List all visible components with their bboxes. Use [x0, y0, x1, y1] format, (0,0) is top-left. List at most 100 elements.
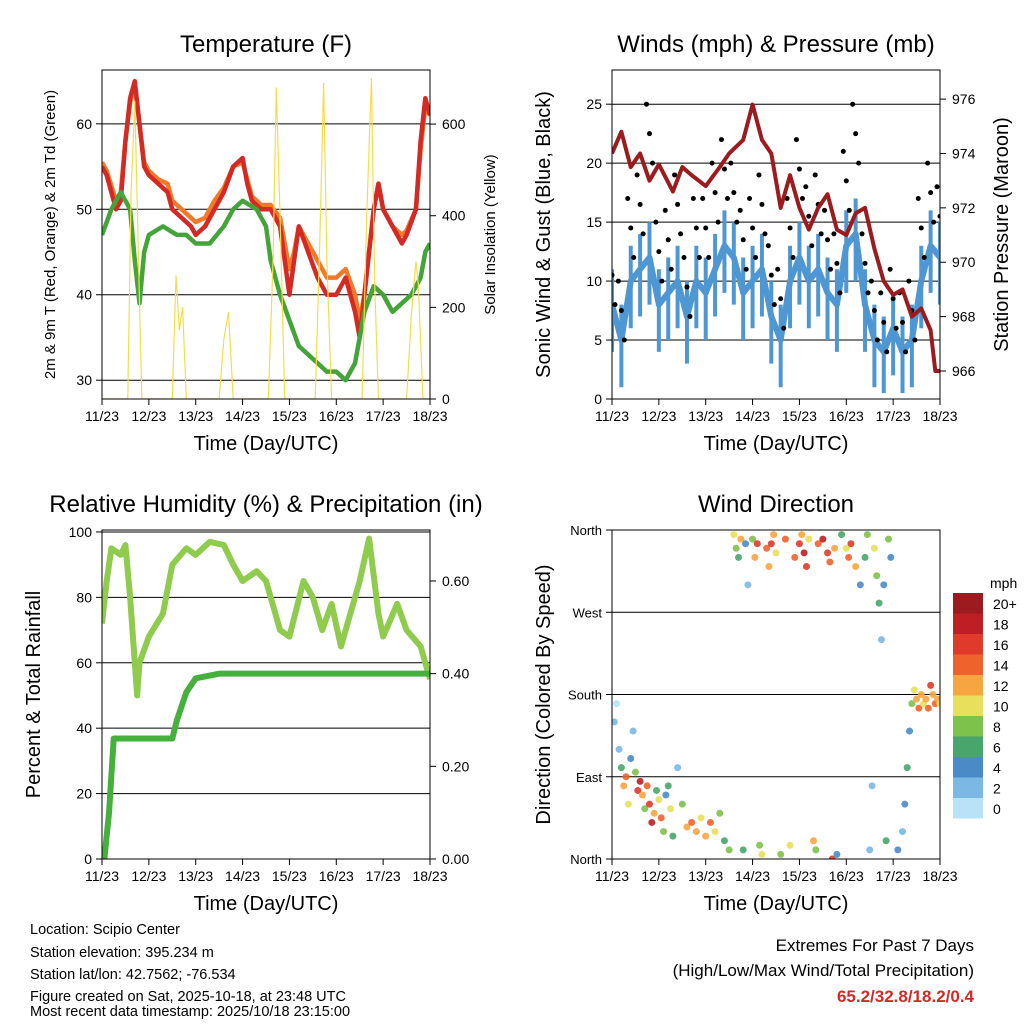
direction-point: [868, 782, 876, 790]
gust-point: [799, 196, 805, 202]
direction-point: [716, 809, 724, 817]
gust-point: [762, 231, 768, 237]
gust-point: [803, 184, 809, 190]
gust-point: [781, 325, 787, 331]
legend-swatch: [953, 593, 983, 614]
plot-frame: [101, 529, 431, 860]
gust-point: [793, 137, 799, 143]
direction-point: [863, 531, 871, 539]
direction-point: [660, 828, 668, 836]
direction-point: [624, 800, 632, 808]
direction-point: [800, 549, 808, 557]
direction-point: [936, 700, 940, 708]
gust-point: [778, 296, 784, 302]
gust-point: [831, 231, 837, 237]
y-tick-label: West: [573, 605, 603, 620]
gust-point: [737, 207, 743, 213]
direction-point: [929, 691, 937, 698]
x-tick-label: 13/23: [178, 408, 213, 424]
gust-point: [740, 237, 746, 243]
direction-point: [866, 846, 874, 854]
gust-point: [925, 160, 931, 166]
gust-point: [818, 231, 824, 237]
gust-point: [750, 225, 756, 231]
y-axis-label: 2m & 9m T (Red, Orange) & 2m Td (Green): [42, 90, 59, 379]
location-text: Location: Scipio Center: [30, 922, 180, 938]
x-tick-label: 12/23: [641, 408, 676, 424]
y-tick-label: 30: [76, 372, 92, 388]
x-tick-label: 13/23: [178, 868, 213, 884]
gust-point: [915, 196, 921, 202]
gust-point: [734, 219, 740, 225]
created-text: Figure created on Sat, 2025-10-18, at 23…: [30, 989, 346, 1005]
direction-point: [645, 800, 653, 808]
gust-point: [893, 325, 899, 331]
direction-point: [617, 764, 625, 772]
direction-point: [894, 846, 902, 854]
gust-point: [621, 337, 627, 343]
gust-point: [703, 225, 709, 231]
gust-point: [887, 266, 893, 272]
gust-point: [787, 225, 793, 231]
y-right-tick-label: 400: [442, 208, 466, 224]
y-tick-label: 5: [594, 332, 602, 348]
direction-point: [706, 818, 714, 826]
y-right-tick-label: 0.00: [442, 851, 469, 867]
gust-point: [687, 313, 693, 319]
direction-point: [667, 805, 675, 813]
gust-point: [775, 266, 781, 272]
direction-point: [924, 704, 932, 712]
gust-point: [672, 172, 678, 178]
gust-point: [724, 196, 730, 202]
y-tick-label: 100: [69, 524, 93, 540]
gust-point: [646, 131, 652, 137]
direction-point: [781, 535, 789, 543]
gust-point: [753, 254, 759, 260]
extremes-values: 65.2/32.8/18.2/0.4: [836, 987, 974, 1006]
x-tick-label: 11/23: [85, 868, 119, 884]
y-right-tick-label: 600: [442, 116, 466, 132]
direction-point: [753, 540, 761, 548]
gust-point: [696, 254, 702, 260]
gust-point: [759, 201, 765, 207]
chart-3: 0 20 40 60 80 100 0.00 0.20 0.40 0.60 11/23 12/23 13…: [23, 491, 483, 915]
direction-point: [777, 850, 785, 858]
x-tick-label: 14/23: [735, 868, 770, 884]
legend-swatch: [953, 613, 983, 634]
direction-point: [744, 581, 752, 589]
direction-point: [763, 544, 771, 552]
direction-point: [678, 800, 686, 808]
direction-point: [629, 727, 637, 735]
y-tick-label: 50: [76, 201, 92, 217]
gust-point: [812, 172, 818, 178]
direction-point: [838, 531, 846, 539]
gust-point: [634, 172, 640, 178]
direction-point: [828, 855, 836, 859]
gust-point: [678, 231, 684, 237]
y-right-tick-label: 972: [952, 200, 976, 216]
legend-swatch: [953, 798, 983, 819]
gust-point: [853, 131, 859, 137]
direction-point: [884, 535, 892, 543]
direction-point: [910, 686, 918, 694]
chart-title: Temperature (F): [180, 31, 352, 58]
legend-swatch: [953, 777, 983, 798]
x-tick-label: 13/23: [688, 868, 723, 884]
gust-point: [871, 308, 877, 314]
y-tick-label: East: [576, 770, 602, 785]
solar-insolation-line: [102, 78, 430, 399]
direction-point: [756, 841, 764, 849]
direction-point: [842, 544, 850, 552]
gust-point: [712, 190, 718, 196]
gust-point: [631, 254, 637, 260]
plot-frame: [101, 69, 431, 400]
direction-point: [770, 531, 778, 539]
legend-title: mph: [990, 575, 1017, 591]
direction-point: [845, 553, 853, 561]
direction-point: [798, 531, 806, 539]
direction-point: [634, 786, 642, 794]
x-tick-label: 16/23: [829, 408, 864, 424]
gust-point: [834, 260, 840, 266]
y-tick-label: 20: [76, 786, 92, 802]
gust-point: [771, 302, 777, 308]
